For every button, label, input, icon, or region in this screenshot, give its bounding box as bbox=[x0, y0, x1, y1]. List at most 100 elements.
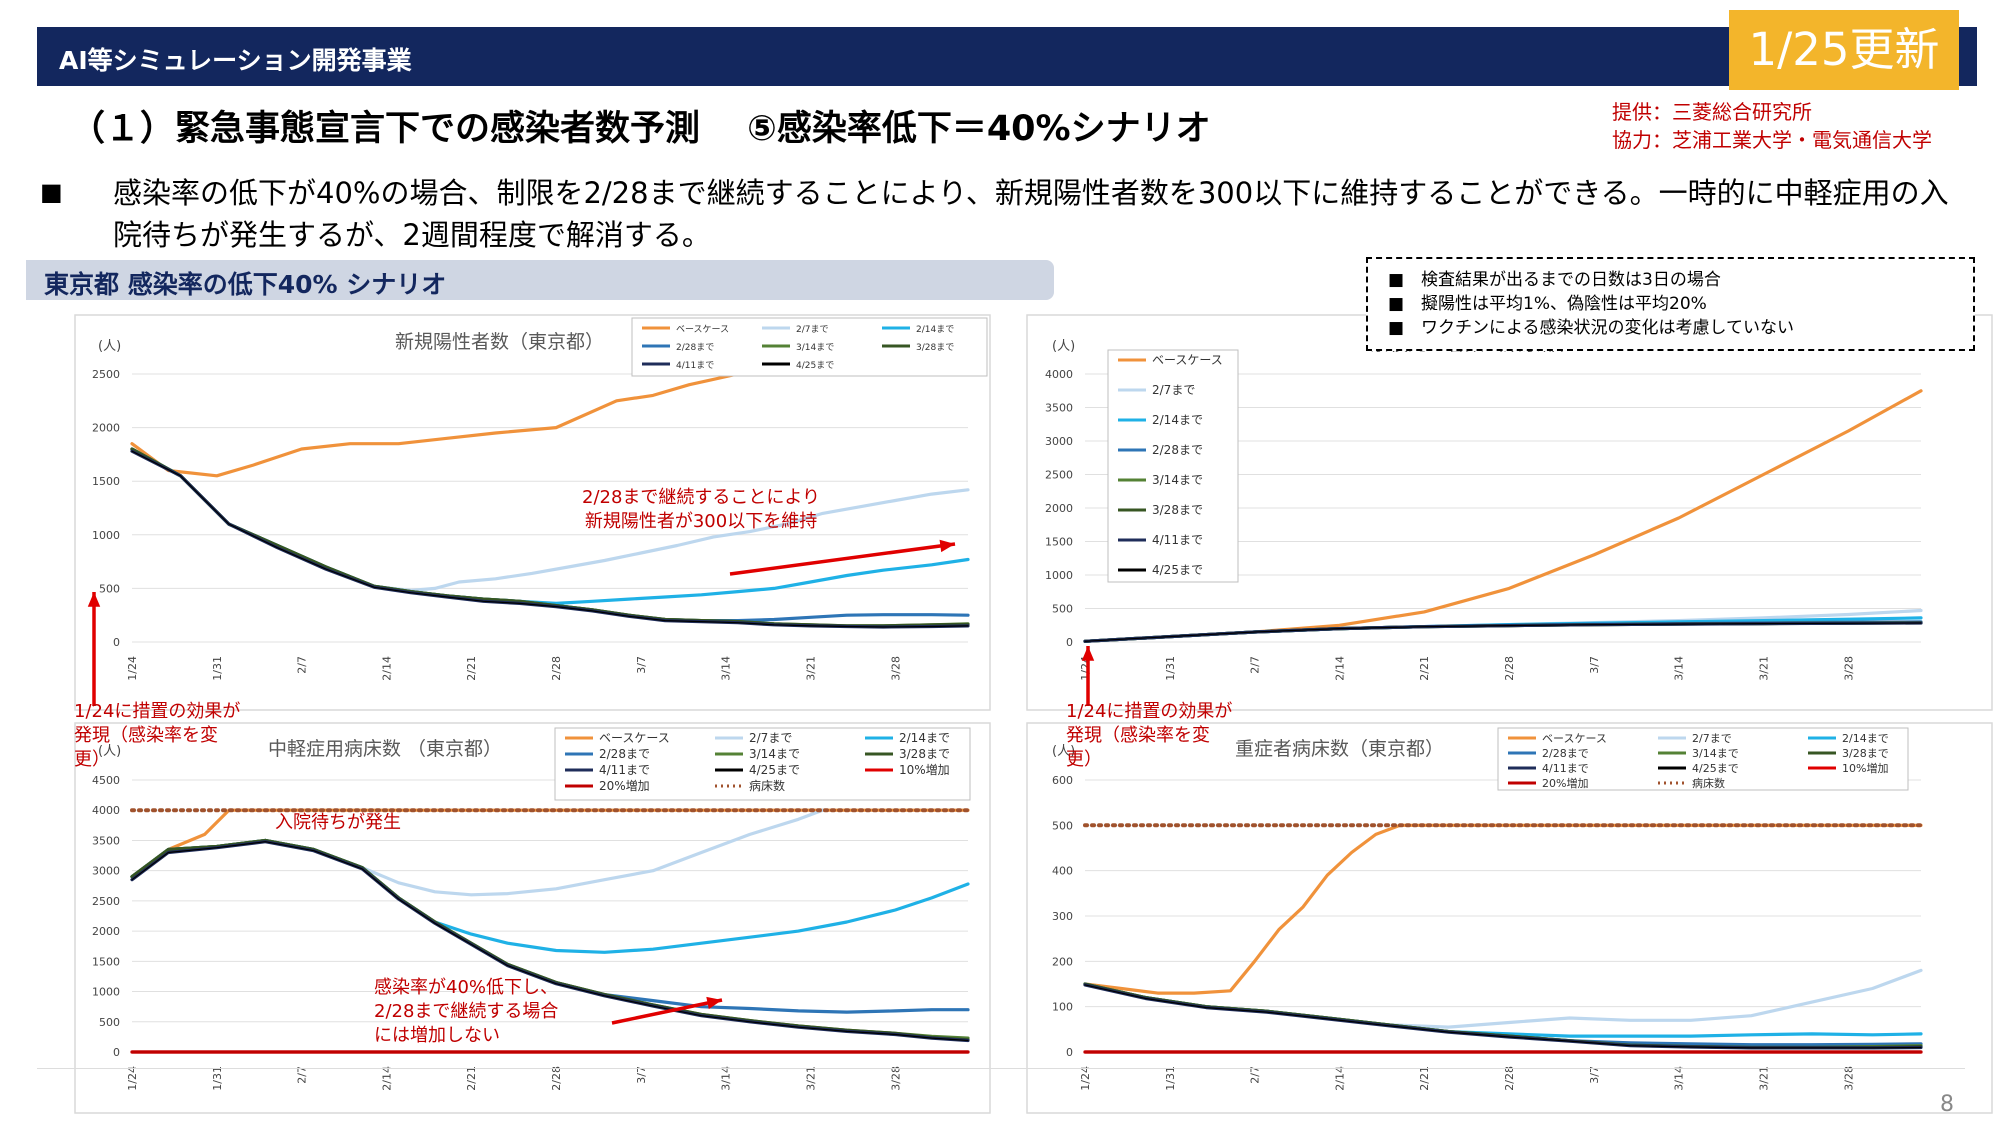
trend-arrow bbox=[729, 542, 956, 576]
chart-frame bbox=[74, 314, 991, 711]
x-tick-label: 1/24 bbox=[1079, 1066, 1092, 1091]
x-tick-label: 1/31 bbox=[211, 656, 224, 681]
section-header: 東京都 感染率の低下40% シナリオ bbox=[26, 260, 1054, 300]
bullet-icon: ■ bbox=[40, 178, 63, 206]
note-line: ■ 擬陽性は平均1%、偽陰性は平均20% bbox=[1388, 294, 1707, 314]
legend-box bbox=[631, 317, 988, 377]
chart-title: 中軽症用病床数 （東京都） bbox=[268, 738, 502, 760]
x-tick-label: 2/14 bbox=[1333, 1066, 1346, 1091]
legend-label: 10%増加 bbox=[899, 763, 950, 777]
y-unit-label: (人) bbox=[98, 744, 121, 759]
y-tick-label: 1000 bbox=[92, 529, 120, 542]
header-bar: AI等シミュレーション開発事業 bbox=[37, 27, 1977, 86]
credit-cooperation: 協力：芝浦工業大学・電気通信大学 bbox=[1612, 128, 1932, 152]
y-unit-label: (人) bbox=[98, 339, 121, 354]
x-tick-label: 3/28 bbox=[1842, 656, 1855, 681]
legend-label: 2/14まで bbox=[1842, 732, 1889, 745]
y-tick-label: 200 bbox=[1052, 955, 1073, 968]
legend-label: 3/14まで bbox=[1692, 747, 1739, 760]
x-tick-label: 3/21 bbox=[804, 656, 817, 681]
y-tick-label: 400 bbox=[1052, 865, 1073, 878]
x-tick-label: 3/28 bbox=[889, 1066, 902, 1091]
y-tick-label: 2500 bbox=[1045, 469, 1073, 482]
effect-arrow-right-head bbox=[1081, 646, 1095, 661]
x-tick-label: 2/14 bbox=[1333, 656, 1346, 681]
legend-label: 20%増加 bbox=[599, 779, 650, 793]
y-tick-label: 500 bbox=[99, 1016, 120, 1029]
x-tick-label: 2/21 bbox=[1418, 1066, 1431, 1091]
legend-label: 2/28まで bbox=[1542, 747, 1589, 760]
x-tick-label: 2/28 bbox=[1503, 1066, 1516, 1091]
x-tick-label: 1/31 bbox=[1164, 1066, 1177, 1091]
chart-title: 重症者病床数（東京都） bbox=[1235, 738, 1444, 760]
page-title: （１）緊急事態宣言下での感染者数予測 ⑤感染率低下＝40%シナリオ bbox=[70, 109, 1211, 149]
legend-label: 4/25まで bbox=[749, 763, 800, 777]
x-tick-label: 2/14 bbox=[380, 1066, 393, 1091]
chart-severe_beds: 0 100 200 300 400 500 600 1/24 1/31 2/7 2/14 2/21 2/… bbox=[1026, 722, 1993, 1114]
legend-label: 2/14まで bbox=[899, 731, 950, 745]
legend-label: 4/11まで bbox=[1152, 533, 1203, 547]
legend-box bbox=[1497, 727, 1909, 791]
legend-label: 2/28まで bbox=[676, 342, 714, 353]
y-tick-label: 4000 bbox=[1045, 368, 1073, 381]
x-tick-label: 2/7 bbox=[296, 656, 309, 674]
x-tick-label: 3/7 bbox=[635, 1066, 648, 1084]
x-tick-label: 3/14 bbox=[720, 1066, 733, 1091]
y-tick-label: 3500 bbox=[92, 834, 120, 847]
y-unit-label: (人) bbox=[1052, 744, 1075, 759]
y-tick-label: 0 bbox=[1066, 636, 1073, 649]
note-line: ■ 検査結果が出るまでの日数は3日の場合 bbox=[1388, 270, 1721, 290]
legend-label: 3/14まで bbox=[1152, 473, 1203, 487]
mild-arrow bbox=[611, 998, 723, 1025]
legend-label: 2/7まで bbox=[1692, 732, 1732, 745]
x-tick-label: 3/14 bbox=[1673, 656, 1686, 681]
footer-divider bbox=[37, 1068, 1965, 1069]
legend-label: 3/14まで bbox=[796, 342, 834, 353]
legend-label: 病床数 bbox=[749, 778, 785, 793]
y-tick-label: 500 bbox=[1052, 819, 1073, 832]
y-tick-label: 1000 bbox=[92, 986, 120, 999]
x-tick-label: 3/21 bbox=[804, 1066, 817, 1091]
x-tick-label: 1/24 bbox=[126, 656, 139, 681]
summary-text: 感染率の低下が40%の場合、制限を2/28まで継続することにより、新規陽性者数を… bbox=[113, 176, 1949, 252]
y-unit-label: (人) bbox=[1052, 339, 1075, 354]
y-tick-label: 2500 bbox=[92, 368, 120, 381]
x-tick-label: 2/7 bbox=[296, 1066, 309, 1084]
series-line bbox=[1084, 984, 1922, 1049]
legend-label: 20%増加 bbox=[1542, 777, 1588, 790]
y-tick-label: 0 bbox=[1066, 1046, 1073, 1059]
trend-arrow-head bbox=[939, 539, 955, 553]
new-cases-annotation: 2/28まで継続することにより 新規陽性者が300以下を維持 bbox=[582, 487, 821, 532]
page-number: 8 bbox=[1940, 1092, 1954, 1117]
y-tick-label: 1500 bbox=[1045, 536, 1073, 549]
x-tick-label: 3/21 bbox=[1757, 1066, 1770, 1091]
legend-label: 3/14まで bbox=[749, 747, 800, 761]
y-tick-label: 2000 bbox=[92, 422, 120, 435]
x-tick-label: 3/7 bbox=[1588, 656, 1601, 674]
legend-label: 2/7まで bbox=[1152, 383, 1195, 397]
credit-provider: 提供：三菱総合研究所 bbox=[1612, 100, 1812, 124]
update-badge: 1/25更新 bbox=[1729, 10, 1959, 90]
effect-arrow-left-head bbox=[87, 592, 101, 607]
y-tick-label: 4000 bbox=[92, 804, 120, 817]
y-tick-label: 0 bbox=[113, 1046, 120, 1059]
x-tick-label: 3/7 bbox=[635, 656, 648, 674]
legend-label: 2/7まで bbox=[749, 731, 792, 745]
legend-label: ベースケース bbox=[599, 731, 670, 745]
y-tick-label: 0 bbox=[113, 636, 120, 649]
legend-label: 4/25まで bbox=[1152, 563, 1203, 577]
legend-label: 病床数 bbox=[1692, 776, 1725, 790]
legend-label: ベースケース bbox=[1542, 732, 1607, 745]
x-tick-label: 3/7 bbox=[1588, 1066, 1601, 1084]
legend-label: 2/7まで bbox=[796, 324, 829, 335]
x-tick-label: 1/24 bbox=[126, 1066, 139, 1091]
x-tick-label: 3/14 bbox=[720, 656, 733, 681]
note-line: ■ ワクチンによる感染状況の変化は考慮していない bbox=[1388, 318, 1795, 338]
y-tick-label: 4500 bbox=[92, 774, 120, 787]
legend-label: 2/14まで bbox=[1152, 413, 1203, 427]
y-tick-label: 3500 bbox=[1045, 402, 1073, 415]
x-tick-label: 2/28 bbox=[550, 656, 563, 681]
y-tick-label: 300 bbox=[1052, 910, 1073, 923]
credits: 提供：三菱総合研究所 協力：芝浦工業大学・電気通信大学 bbox=[1612, 98, 1932, 154]
